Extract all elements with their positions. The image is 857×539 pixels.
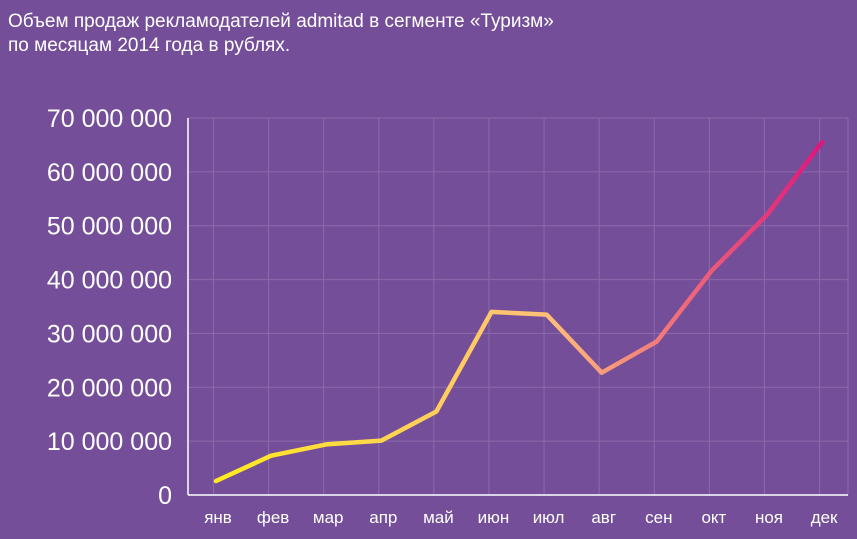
y-tick-label: 70 000 000 (47, 105, 172, 133)
x-tick-label: ноя (755, 508, 783, 527)
grid (188, 117, 849, 495)
x-tick-label: дек (811, 508, 838, 527)
chart-title: Объем продаж рекламодателей admitad в се… (8, 10, 554, 58)
x-axis-ticks: янв фев мар апр май июн июл авг сен окт ноя дек (204, 508, 838, 527)
x-tick-label: авг (591, 508, 616, 527)
y-tick-label: 0 (158, 482, 172, 510)
x-tick-label: фев (257, 508, 289, 527)
x-tick-label: мар (313, 508, 344, 527)
y-tick-label: 10 000 000 (47, 428, 172, 456)
x-tick-label: окт (701, 508, 726, 527)
y-tick-label: 40 000 000 (47, 267, 172, 295)
x-tick-label: июн (478, 508, 510, 527)
x-tick-label: апр (369, 508, 397, 527)
y-axis-ticks: 0 10 000 000 20 000 000 30 000 000 40 000 00… (47, 105, 172, 510)
y-tick-label: 30 000 000 (47, 320, 172, 348)
chart-title-line-2: по месяцам 2014 года в рублях. (8, 35, 291, 56)
y-tick-label: 60 000 000 (47, 159, 172, 187)
y-tick-label: 20 000 000 (47, 374, 172, 402)
series-line (213, 139, 825, 484)
series-line-layer (213, 139, 825, 484)
chart-title-line-1: Объем продаж рекламодателей admitad в се… (8, 11, 554, 32)
y-tick-label: 50 000 000 (47, 213, 172, 241)
x-tick-label: июл (533, 508, 565, 527)
x-tick-label: сен (645, 508, 672, 527)
axes (187, 118, 848, 496)
x-tick-label: май (423, 508, 454, 527)
x-tick-label: янв (204, 508, 232, 527)
